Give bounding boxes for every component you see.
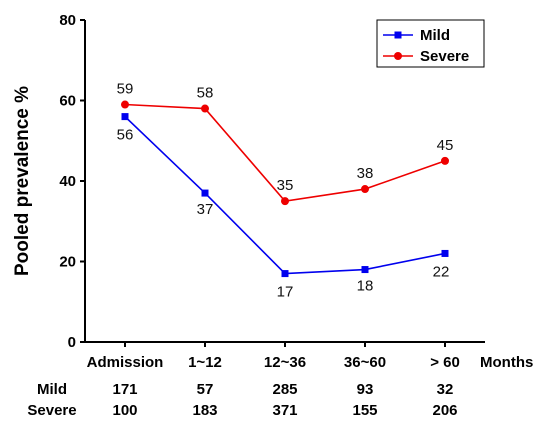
count-cell-severe: 183 <box>192 402 217 419</box>
y-tick-label: 80 <box>59 12 76 29</box>
count-cell-severe: 155 <box>352 402 377 419</box>
x-tick-label: 1~12 <box>188 354 222 371</box>
data-label-mild: 17 <box>277 284 294 301</box>
data-point-mild <box>361 266 369 274</box>
data-point-severe <box>281 197 289 206</box>
count-cell-mild: 57 <box>197 381 214 398</box>
data-label-severe: 58 <box>197 85 214 102</box>
x-tick-label: 36~60 <box>344 354 386 371</box>
legend-box <box>376 19 485 68</box>
data-point-severe <box>361 185 369 194</box>
y-tick-label: 60 <box>59 93 76 110</box>
x-tick-label: 12~36 <box>264 354 306 371</box>
count-row-label-severe: Severe <box>27 402 76 419</box>
count-cell-mild: 285 <box>272 381 297 398</box>
data-point-mild <box>121 113 129 121</box>
data-label-mild: 56 <box>117 127 134 144</box>
data-label-severe: 38 <box>357 165 374 182</box>
legend-label-mild: Mild <box>420 27 450 44</box>
count-table: Mild 171 57 285 93 32 Severe 100 183 371 155 206 <box>27 381 457 419</box>
data-point-mild <box>441 249 449 257</box>
y-tick-label: 40 <box>59 173 76 190</box>
data-label-mild: 18 <box>357 278 374 295</box>
legend-label-severe: Severe <box>420 48 469 65</box>
count-cell-severe: 100 <box>112 402 137 419</box>
legend: Mild Severe <box>376 19 485 68</box>
legend-marker-mild <box>394 31 402 39</box>
x-tick-label: Admission <box>87 354 164 371</box>
count-cell-mild: 93 <box>357 381 374 398</box>
x-tick-label: > 60 <box>430 354 460 371</box>
data-point-severe <box>441 156 449 165</box>
y-tick-label: 20 <box>59 254 76 271</box>
series-layer: 56 37 17 18 22 59 58 35 38 45 <box>117 81 454 301</box>
data-point-severe <box>121 100 129 109</box>
y-tick-label: 0 <box>68 334 76 351</box>
data-label-mild: 22 <box>433 263 450 280</box>
series-severe: 59 58 35 38 45 <box>117 81 454 206</box>
series-line-mild <box>124 116 446 275</box>
legend-marker-severe <box>394 52 402 60</box>
count-cell-mild: 32 <box>437 381 454 398</box>
data-label-mild: 37 <box>197 201 214 218</box>
count-cell-severe: 371 <box>272 402 297 419</box>
series-mild: 56 37 17 18 22 <box>117 113 450 301</box>
x-axis-label: Months <box>480 354 533 371</box>
count-cell-mild: 171 <box>112 381 137 398</box>
count-row-label-mild: Mild <box>37 381 67 398</box>
data-label-severe: 35 <box>277 177 294 194</box>
data-point-mild <box>201 189 209 197</box>
y-axis-label: Pooled prevalence % <box>12 86 33 276</box>
axes: 0 20 40 60 80 Admission 1~12 12~36 36~60 > 60 Mont… <box>12 12 533 371</box>
data-point-severe <box>201 104 209 113</box>
count-cell-severe: 206 <box>432 402 457 419</box>
data-point-mild <box>281 270 289 278</box>
data-label-severe: 59 <box>117 81 134 98</box>
data-label-severe: 45 <box>437 137 454 154</box>
